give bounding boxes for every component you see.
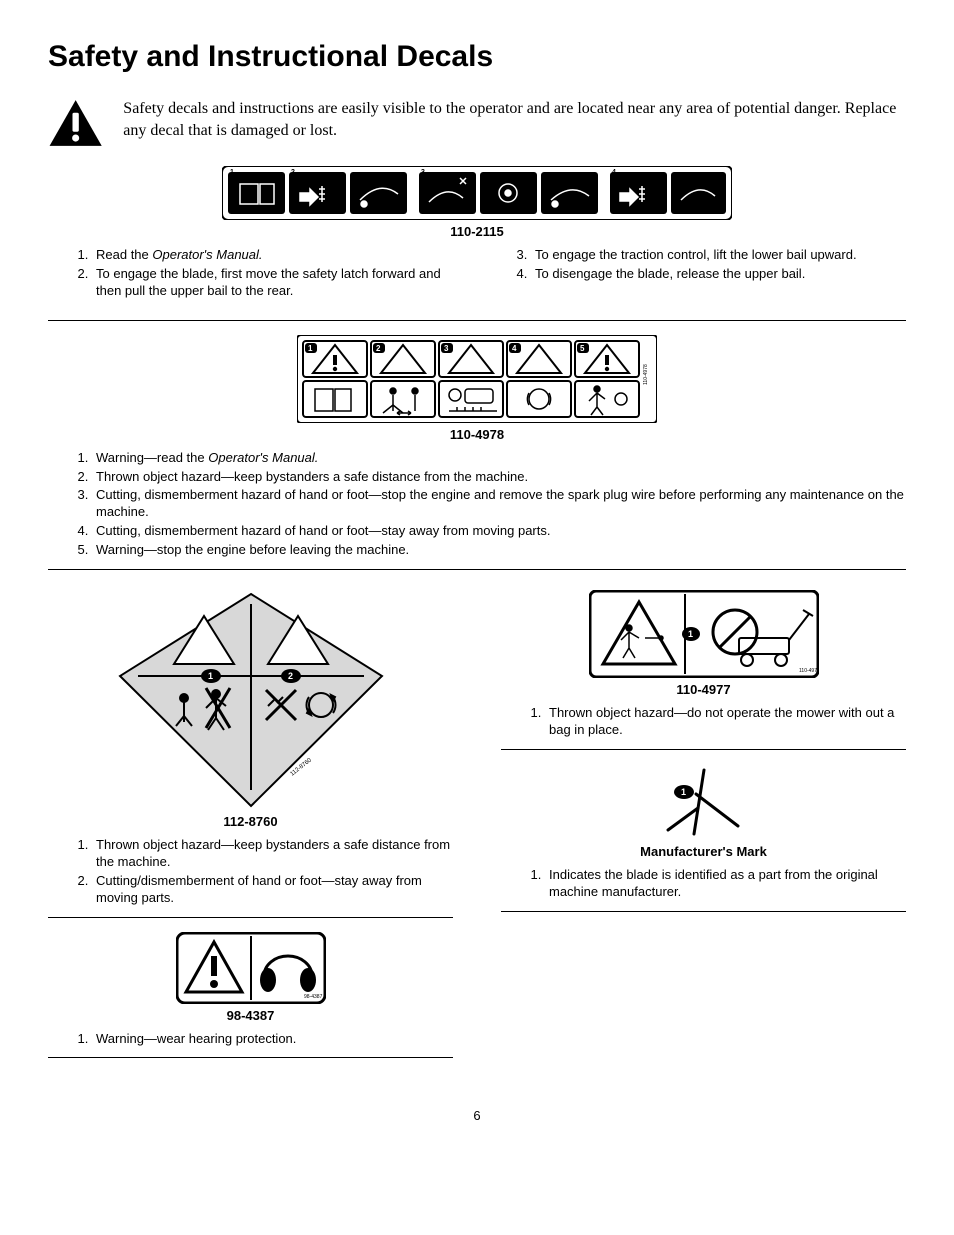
decal-98-4387: 98-4387 98-4387 Warning—wear hearing pro… [48, 932, 453, 1059]
svg-text:2: 2 [288, 671, 293, 681]
decal-caption: Manufacturer's Mark [501, 844, 906, 859]
svg-text:1: 1 [688, 629, 693, 639]
intro-block: Safety decals and instructions are easil… [48, 92, 906, 154]
decal-list: Thrown object hazard—do not operate the … [501, 705, 906, 739]
decal-list-left: Read the Operator's Manual. To engage th… [48, 247, 467, 302]
list-item: Thrown object hazard—keep bystanders a s… [92, 837, 453, 871]
svg-text:2: 2 [291, 169, 295, 176]
list-item: To engage the blade, first move the safe… [92, 266, 467, 300]
decal-list-right: To engage the traction control, lift the… [487, 247, 906, 302]
list-item: Read the Operator's Manual. [92, 247, 467, 264]
svg-text:4: 4 [612, 169, 616, 176]
decal-image-112-8760: 1 2 [116, 590, 386, 810]
decal-manufacturers-mark: 1 Manufacturer's Mark Indicates the blad… [501, 764, 906, 912]
decal-110-4978: 1 2 3 4 5 [48, 335, 906, 570]
svg-text:1: 1 [230, 169, 234, 176]
list-item: Indicates the blade is identified as a p… [545, 867, 906, 901]
page-number: 6 [48, 1108, 906, 1123]
list-item: Warning—wear hearing protection. [92, 1031, 453, 1048]
list-item: Cutting, dismemberment hazard of hand or… [92, 487, 906, 521]
decal-110-2115: 1 2 3 4 110-2115 Read the Operator's Man… [48, 166, 906, 321]
list-item: Thrown object hazard—keep bystanders a s… [92, 469, 906, 486]
list-item: Cutting, dismemberment hazard of hand or… [92, 523, 906, 540]
separator [48, 569, 906, 570]
separator [48, 1057, 453, 1058]
list-item: Cutting/dismemberment of hand or foot—st… [92, 873, 453, 907]
list-item: To disengage the blade, release the uppe… [531, 266, 906, 283]
decal-112-8760: 1 2 [48, 590, 453, 918]
decal-list: Warning—read the Operator's Manual. Thro… [48, 450, 906, 559]
decal-list: Warning—wear hearing protection. [48, 1031, 453, 1048]
decal-caption: 110-4977 [501, 682, 906, 697]
decal-image-98-4387: 98-4387 [176, 932, 326, 1004]
decal-image-110-2115: 1 2 3 4 [222, 166, 732, 220]
decal-110-4977: 1 110-4977 110-4977 Thrown [501, 590, 906, 750]
svg-text:2: 2 [376, 344, 381, 353]
decal-image-110-4977: 1 110-4977 [589, 590, 819, 678]
svg-text:3: 3 [421, 169, 425, 176]
decal-caption: 98-4387 [48, 1008, 453, 1023]
list-item: Warning—stop the engine before leaving t… [92, 542, 906, 559]
decal-list: Indicates the blade is identified as a p… [501, 867, 906, 901]
list-item: To engage the traction control, lift the… [531, 247, 906, 264]
svg-text:1: 1 [681, 787, 686, 797]
decal-caption: 110-2115 [48, 224, 906, 239]
decal-list: Thrown object hazard—keep bystanders a s… [48, 837, 453, 907]
svg-text:4: 4 [512, 344, 517, 353]
svg-text:3: 3 [444, 344, 449, 353]
decal-image-manufacturers-mark: 1 [634, 764, 774, 840]
separator [501, 911, 906, 912]
separator [48, 917, 453, 918]
separator [501, 749, 906, 750]
svg-text:110-4977: 110-4977 [799, 668, 819, 674]
decal-image-110-4978: 1 2 3 4 5 [297, 335, 657, 423]
svg-text:5: 5 [580, 344, 585, 353]
page-title: Safety and Instructional Decals [48, 40, 906, 74]
intro-text: Safety decals and instructions are easil… [123, 98, 906, 141]
warning-icon [48, 92, 103, 154]
svg-text:110-4978: 110-4978 [643, 364, 649, 385]
svg-text:1: 1 [308, 344, 313, 353]
separator [48, 320, 906, 321]
decal-caption: 112-8760 [48, 814, 453, 829]
decal-caption: 110-4978 [48, 427, 906, 442]
svg-text:98-4387: 98-4387 [304, 994, 323, 1000]
svg-text:1: 1 [208, 671, 213, 681]
list-item: Warning—read the Operator's Manual. [92, 450, 906, 467]
list-item: Thrown object hazard—do not operate the … [545, 705, 906, 739]
